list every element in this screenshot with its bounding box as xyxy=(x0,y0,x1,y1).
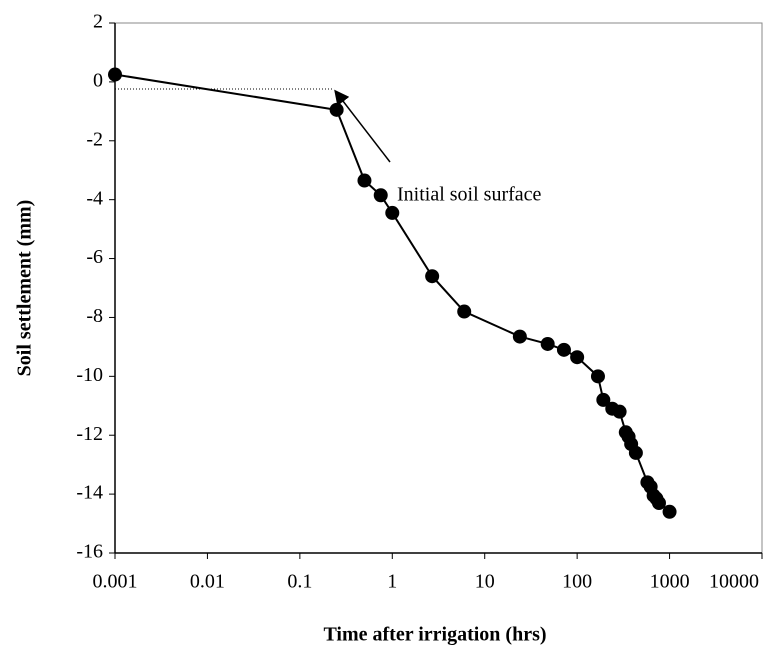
x-tick-label: 10000 xyxy=(709,571,759,593)
x-tick-label: 0.001 xyxy=(93,571,138,593)
data-point xyxy=(590,369,605,384)
data-point xyxy=(108,67,122,82)
data-point xyxy=(357,173,372,188)
y-tick-label: -8 xyxy=(86,305,103,327)
data-point xyxy=(425,269,440,284)
data-point xyxy=(596,392,611,407)
y-tick-label: -16 xyxy=(76,541,103,563)
y-tick-label: -4 xyxy=(86,187,103,209)
y-axis-title: Soil settlement (mm) xyxy=(14,200,36,377)
y-tick-label: 2 xyxy=(93,11,103,33)
x-tick-label: 0.1 xyxy=(287,571,312,593)
annotation: Initial soil surface xyxy=(397,184,542,206)
y-tick-label: -12 xyxy=(76,423,103,445)
x-tick-label: 1000 xyxy=(650,571,690,593)
data-point xyxy=(540,336,555,351)
data-point xyxy=(662,504,677,519)
y-tick-label: -6 xyxy=(86,246,103,268)
data-point xyxy=(373,188,388,203)
data-point xyxy=(651,495,666,510)
y-tick-label: -14 xyxy=(76,482,103,504)
data-point xyxy=(512,329,527,344)
plot-frame xyxy=(114,22,763,554)
data-point xyxy=(329,102,344,117)
x-tick-label: 1 xyxy=(387,571,397,593)
data-point xyxy=(385,205,400,220)
y-tick-label: -2 xyxy=(86,128,103,150)
x-axis-title: Time after irrigation (hrs) xyxy=(323,624,546,646)
data-point xyxy=(556,342,571,357)
data-point xyxy=(612,404,627,419)
data-point xyxy=(457,304,472,319)
data-point xyxy=(570,350,585,365)
x-tick-label: 0.01 xyxy=(190,571,225,593)
x-tick-label: 10 xyxy=(475,571,495,593)
x-tick-label: 100 xyxy=(562,571,592,593)
data-point xyxy=(628,445,643,460)
y-tick-label: 0 xyxy=(93,69,103,91)
data-line xyxy=(114,73,671,513)
y-tick-label: -10 xyxy=(76,364,103,386)
annotation-arrow xyxy=(334,89,391,163)
